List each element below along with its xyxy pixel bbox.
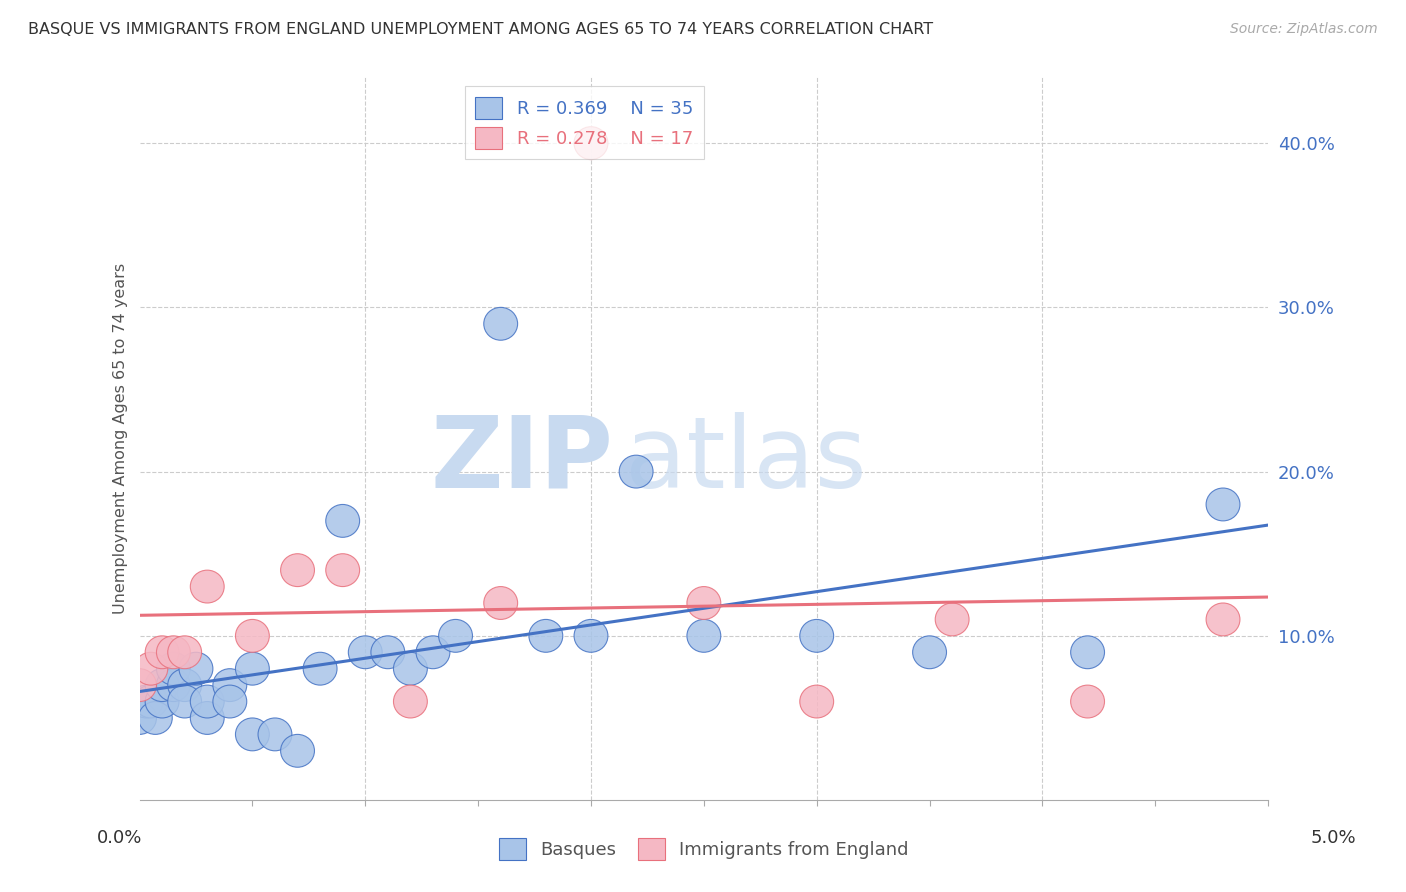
Ellipse shape: [156, 652, 190, 685]
Ellipse shape: [167, 669, 201, 701]
Ellipse shape: [156, 636, 190, 669]
Ellipse shape: [145, 669, 179, 701]
Ellipse shape: [145, 685, 179, 718]
Text: 5.0%: 5.0%: [1310, 829, 1355, 847]
Ellipse shape: [688, 619, 721, 652]
Ellipse shape: [688, 587, 721, 619]
Legend: Basques, Immigrants from England: Basques, Immigrants from England: [488, 827, 920, 871]
Ellipse shape: [190, 701, 224, 734]
Text: ZIP: ZIP: [430, 412, 613, 509]
Ellipse shape: [122, 701, 156, 734]
Ellipse shape: [190, 685, 224, 718]
Ellipse shape: [394, 685, 427, 718]
Text: atlas: atlas: [624, 412, 866, 509]
Ellipse shape: [190, 570, 224, 603]
Text: 0.0%: 0.0%: [97, 829, 142, 847]
Ellipse shape: [371, 636, 405, 669]
Ellipse shape: [134, 685, 167, 718]
Ellipse shape: [529, 619, 562, 652]
Ellipse shape: [212, 669, 246, 701]
Ellipse shape: [156, 669, 190, 701]
Ellipse shape: [259, 718, 292, 751]
Ellipse shape: [484, 587, 517, 619]
Ellipse shape: [1206, 488, 1240, 521]
Ellipse shape: [304, 652, 337, 685]
Ellipse shape: [439, 619, 472, 652]
Ellipse shape: [122, 669, 156, 701]
Ellipse shape: [1070, 685, 1105, 718]
Ellipse shape: [145, 636, 179, 669]
Ellipse shape: [1070, 636, 1105, 669]
Ellipse shape: [235, 652, 270, 685]
Ellipse shape: [167, 685, 201, 718]
Text: BASQUE VS IMMIGRANTS FROM ENGLAND UNEMPLOYMENT AMONG AGES 65 TO 74 YEARS CORRELA: BASQUE VS IMMIGRANTS FROM ENGLAND UNEMPL…: [28, 22, 934, 37]
Ellipse shape: [235, 619, 270, 652]
Ellipse shape: [281, 554, 315, 587]
Ellipse shape: [167, 636, 201, 669]
Ellipse shape: [935, 603, 969, 636]
Ellipse shape: [574, 127, 607, 160]
Ellipse shape: [416, 636, 450, 669]
Ellipse shape: [134, 652, 167, 685]
Ellipse shape: [129, 685, 163, 718]
Ellipse shape: [349, 636, 382, 669]
Ellipse shape: [1206, 603, 1240, 636]
Ellipse shape: [281, 734, 315, 767]
Ellipse shape: [212, 685, 246, 718]
Ellipse shape: [619, 455, 652, 488]
Ellipse shape: [138, 701, 173, 734]
Text: Source: ZipAtlas.com: Source: ZipAtlas.com: [1230, 22, 1378, 37]
Ellipse shape: [912, 636, 946, 669]
Ellipse shape: [800, 685, 834, 718]
Ellipse shape: [574, 619, 607, 652]
Ellipse shape: [326, 505, 360, 537]
Y-axis label: Unemployment Among Ages 65 to 74 years: Unemployment Among Ages 65 to 74 years: [114, 263, 128, 615]
Ellipse shape: [179, 652, 212, 685]
Ellipse shape: [484, 308, 517, 340]
Ellipse shape: [394, 652, 427, 685]
Ellipse shape: [326, 554, 360, 587]
Ellipse shape: [235, 718, 270, 751]
Ellipse shape: [800, 619, 834, 652]
